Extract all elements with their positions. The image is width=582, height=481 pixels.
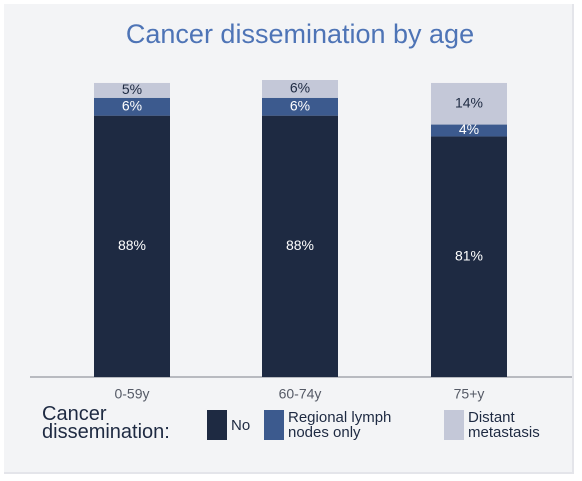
legend-swatch (207, 410, 227, 440)
bar-segment (431, 124, 507, 137)
legend-swatch (264, 410, 284, 440)
data-label: 6% (290, 80, 310, 96)
bar-segment (94, 82, 170, 98)
data-label: 88% (286, 237, 314, 253)
bar-segment (431, 82, 507, 125)
data-label: 6% (122, 97, 142, 113)
legend-label: Regional lymph nodes only (288, 409, 392, 441)
chart-title: Cancer dissemination by age (126, 19, 474, 49)
legend-label: Distant metastasis (468, 409, 540, 441)
data-label: 88% (118, 237, 146, 253)
bar-segment (431, 136, 507, 377)
data-label: 5% (122, 81, 142, 97)
x-tick-label: 60-74y (279, 386, 322, 402)
x-tick-label: 75+y (454, 386, 485, 402)
bar-segment (262, 97, 338, 116)
bar-segment (94, 115, 170, 377)
data-label: 4% (459, 121, 479, 137)
legend-swatch (444, 410, 464, 440)
x-tick-label: 0-59y (114, 386, 149, 402)
bar-segment (262, 115, 338, 377)
legend-label: No (231, 417, 251, 434)
bar-segment (262, 80, 338, 98)
legend-title: Cancer dissemination: (42, 403, 170, 443)
data-label: 81% (455, 247, 483, 263)
data-label: 6% (290, 97, 310, 113)
data-label: 14% (455, 94, 483, 110)
bar-segment (94, 97, 170, 116)
